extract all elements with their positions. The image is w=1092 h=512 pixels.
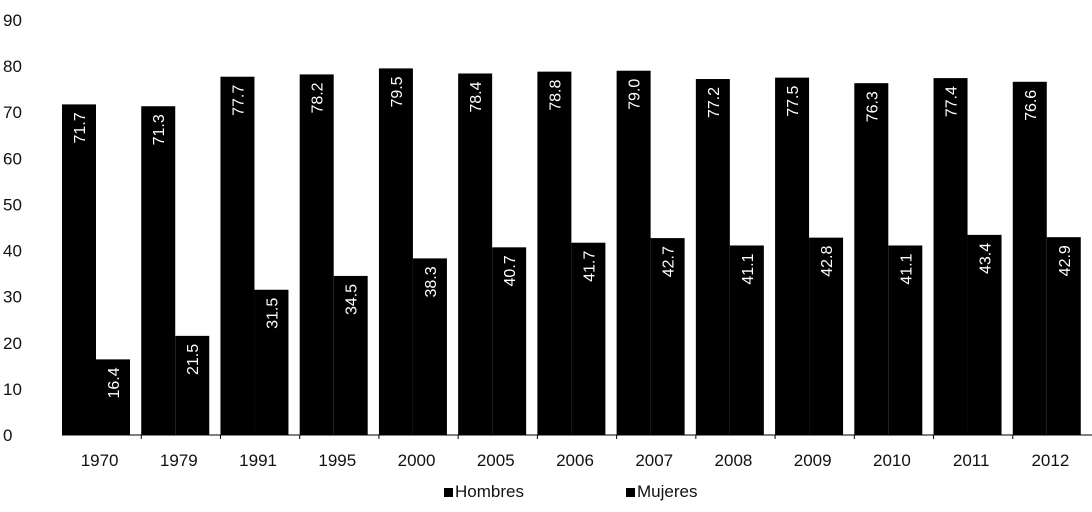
bar-mujeres	[729, 245, 764, 435]
bar-hombres	[458, 73, 493, 435]
x-tick-label: 2008	[715, 451, 753, 470]
bars-layer	[62, 68, 1081, 436]
data-labels-layer: 71.7 16.4 71.3 21.5 77.7 31.5 78.2 34.5 79.5 38.3…	[72, 76, 1074, 398]
data-label-mujeres: 43.4	[978, 243, 995, 274]
y-tick-label: 90	[3, 11, 22, 30]
bar-mujeres	[254, 289, 289, 435]
legend-label-mujeres: Mujeres	[637, 482, 697, 501]
x-tick-label: 2007	[635, 451, 673, 470]
bar-mujeres	[809, 237, 844, 435]
data-label-hombres: 71.7	[72, 112, 89, 143]
bar-hombres	[141, 106, 176, 435]
legend-swatch-mujeres	[626, 488, 635, 497]
data-label-hombres: 79.0	[627, 79, 644, 110]
y-tick-label: 30	[3, 288, 22, 307]
bar-hombres	[933, 78, 968, 435]
x-tick-label: 1979	[160, 451, 198, 470]
bar-hombres	[1012, 81, 1047, 436]
bar-mujeres	[650, 238, 685, 435]
x-tick-label: 2010	[873, 451, 911, 470]
data-label-hombres: 78.8	[547, 80, 564, 111]
y-tick-label: 40	[3, 242, 22, 261]
bar-hombres	[775, 77, 810, 435]
x-tick-label: 1970	[81, 451, 119, 470]
data-label-mujeres: 31.5	[264, 298, 281, 329]
legend-label-hombres: Hombres	[455, 482, 524, 501]
data-label-mujeres: 41.7	[581, 251, 598, 282]
legend-swatch-hombres	[444, 488, 453, 497]
data-label-mujeres: 41.1	[898, 253, 915, 284]
data-label-mujeres: 41.1	[740, 253, 757, 284]
bar-hombres	[62, 104, 96, 435]
x-tick-label: 2011	[953, 451, 990, 470]
bar-hombres	[299, 74, 334, 436]
bar-hombres	[220, 76, 255, 435]
legend: Hombres Mujeres	[444, 482, 697, 501]
bar-mujeres	[96, 359, 130, 435]
data-label-hombres: 78.2	[310, 82, 327, 113]
bar-mujeres	[571, 242, 606, 435]
bar-hombres	[616, 70, 651, 435]
data-label-hombres: 76.3	[864, 91, 881, 122]
y-tick-label: 20	[3, 334, 22, 353]
bar-hombres	[378, 68, 413, 436]
y-tick-label: 50	[3, 195, 22, 214]
x-tick-label: 1991	[239, 451, 277, 470]
bar-mujeres	[888, 245, 923, 435]
x-tick-label: 2009	[794, 451, 832, 470]
bar-mujeres	[1046, 237, 1081, 435]
data-label-mujeres: 21.5	[185, 344, 202, 375]
bar-mujeres	[967, 234, 1002, 435]
bar-mujeres	[492, 247, 527, 435]
bar-mujeres	[175, 335, 210, 435]
data-label-mujeres: 16.4	[106, 367, 123, 398]
bar-hombres	[537, 71, 572, 436]
y-tick-label: 60	[3, 149, 22, 168]
data-label-hombres: 79.5	[389, 76, 406, 107]
y-tick-label: 0	[3, 426, 12, 445]
data-label-hombres: 71.3	[151, 114, 168, 145]
data-label-hombres: 77.5	[785, 86, 802, 117]
data-label-hombres: 76.6	[1023, 90, 1040, 121]
data-label-mujeres: 38.3	[423, 266, 440, 297]
bar-hombres	[854, 83, 889, 435]
data-label-hombres: 77.2	[706, 87, 723, 118]
data-label-hombres: 77.7	[230, 85, 247, 116]
y-tick-label: 70	[3, 103, 22, 122]
x-tick-label: 2005	[477, 451, 515, 470]
data-label-hombres: 77.4	[944, 86, 961, 117]
data-label-mujeres: 34.5	[344, 284, 361, 315]
data-label-mujeres: 42.8	[819, 246, 836, 277]
x-tick-label: 2012	[1031, 451, 1069, 470]
data-label-hombres: 78.4	[468, 81, 485, 112]
data-label-mujeres: 42.7	[661, 246, 678, 277]
bar-hombres	[695, 79, 730, 436]
y-tick-label: 80	[3, 57, 22, 76]
x-tick-label: 2006	[556, 451, 594, 470]
axis-layer: 0 10 20 30 40 50 60 70 80 90 1970 1979 1991 1995 2000 2…	[3, 11, 1092, 470]
y-tick-label: 10	[3, 380, 22, 399]
data-label-mujeres: 42.9	[1057, 245, 1074, 276]
x-tick-label: 1995	[318, 451, 356, 470]
data-label-mujeres: 40.7	[502, 255, 519, 286]
x-tick-label: 2000	[398, 451, 436, 470]
bar-mujeres	[412, 258, 447, 435]
bar-mujeres	[333, 275, 368, 435]
